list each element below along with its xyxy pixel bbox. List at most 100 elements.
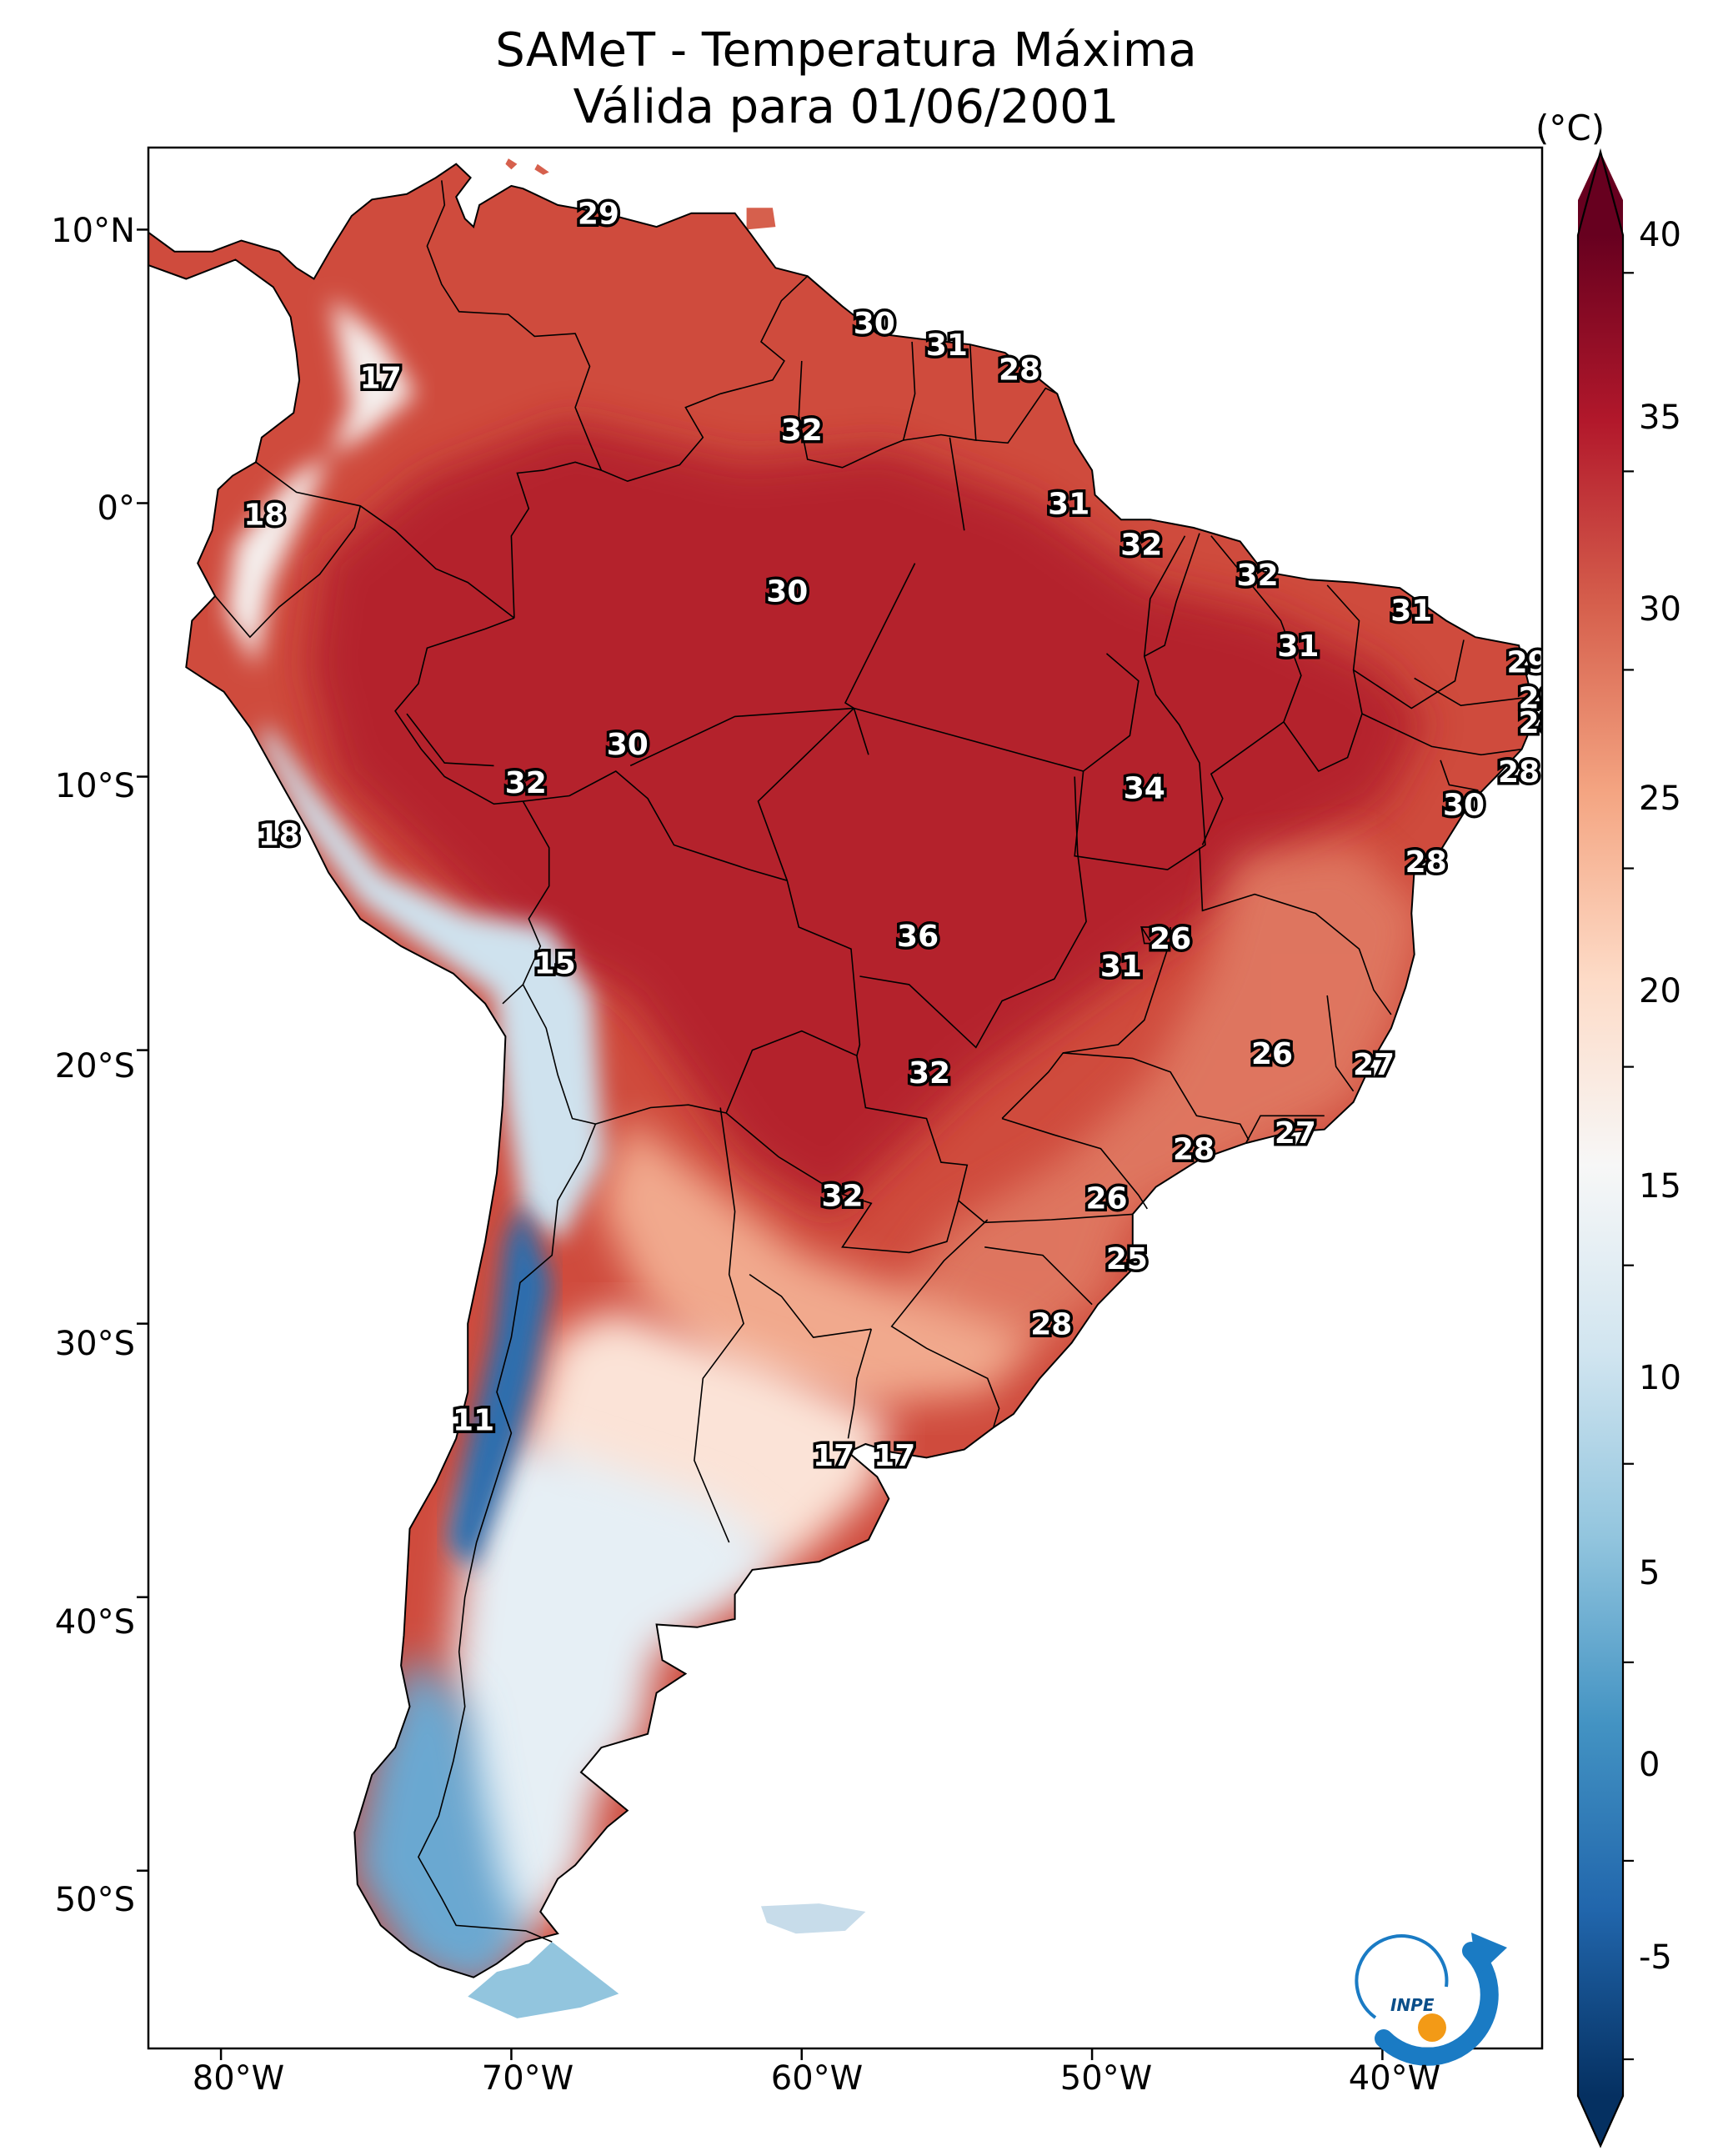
temperature-label: 27: [1275, 1116, 1316, 1151]
border-line: [1414, 677, 1528, 707]
border-line: [426, 180, 603, 471]
lat-label-10n: 10°N: [51, 212, 135, 250]
border-line: [1144, 533, 1200, 657]
border-line: [1199, 847, 1392, 1015]
border-line: [958, 1200, 1133, 1224]
colorbar: [1576, 148, 1634, 2148]
colorbar-tick-40: 40: [1639, 216, 1681, 254]
border-line: [725, 1112, 959, 1254]
temperature-label: 30: [607, 728, 649, 762]
temperature-label: 32: [1120, 529, 1162, 563]
border-line: [1140, 926, 1171, 945]
border-line: [859, 776, 1087, 1049]
border-line: [523, 770, 861, 1056]
lat-label-40s: 40°S: [54, 1603, 135, 1642]
border-line: [757, 707, 854, 881]
border-line: [417, 1123, 597, 1943]
andes-south-cool: [261, 721, 604, 1242]
temperature-label: 31: [1100, 950, 1142, 984]
colorbar-tick-20: 20: [1639, 972, 1681, 1010]
temperature-label: 28: [1173, 1133, 1215, 1167]
logo-text: INPE: [1390, 1995, 1435, 2015]
temperature-label: 31: [1390, 594, 1432, 628]
temperature-label: 31: [926, 328, 968, 363]
hot-zone: [308, 421, 1426, 1215]
lat-label-10s: 10°S: [54, 767, 135, 805]
border-line: [510, 461, 602, 619]
temperature-label: 26: [1150, 922, 1191, 956]
falkland-islands: [761, 1903, 866, 1934]
temperature-label: 11: [453, 1404, 494, 1438]
map-frame: [147, 146, 1544, 2050]
temperature-label: 30: [854, 307, 895, 341]
border-line: [949, 437, 965, 531]
temperature-label: 32: [505, 766, 547, 800]
temperature-label: 32: [909, 1056, 950, 1091]
lat-label-50s: 50°S: [54, 1881, 135, 1919]
temperature-label: 30: [766, 575, 808, 609]
temperature-label: 28: [999, 353, 1040, 388]
temperature-label: 32: [781, 414, 823, 448]
border-line: [406, 713, 494, 767]
lat-label-0: 0°: [97, 489, 135, 528]
colorbar-tick-minus5: -5: [1639, 1938, 1672, 1977]
map-subtitle: Válida para 01/06/2001: [573, 80, 1119, 134]
political-borders: [214, 180, 1528, 1943]
border-line: [975, 387, 1058, 444]
temperature-label: 17: [874, 1439, 915, 1473]
border-line: [856, 1055, 969, 1201]
border-line: [601, 275, 809, 483]
temperature-label: 28: [1405, 845, 1447, 880]
temperature-label: 26: [1085, 1182, 1127, 1216]
inpe-logo: INPE: [1355, 1933, 1507, 2066]
temperature-label: 29: [1507, 646, 1549, 680]
temperature-label: 31: [1277, 629, 1319, 664]
temperature-label: 31: [1048, 488, 1089, 522]
border-line: [749, 1273, 872, 1338]
border-line: [522, 984, 858, 1126]
colorbar-gradient: [1578, 235, 1623, 2096]
temperature-label: 32: [1237, 559, 1279, 593]
temperature-label: 15: [534, 947, 576, 981]
colorbar-tick-35: 35: [1639, 399, 1681, 437]
border-line: [847, 1328, 873, 1439]
temperature-label: 29: [1518, 681, 1560, 715]
temperature-label: 17: [360, 362, 402, 396]
southeast-warm-zone: [889, 845, 1426, 1365]
border-line: [1326, 995, 1355, 1092]
temperature-label: 34: [1124, 772, 1165, 806]
lon-label-60w: 60°W: [770, 2059, 864, 2098]
lon-label-50w: 50°W: [1059, 2059, 1153, 2098]
axis-tick-marks: [137, 228, 1384, 2060]
andes-north-cool: [227, 298, 416, 668]
colorbar-tick-30: 30: [1639, 590, 1681, 629]
lat-label-20s: 20°S: [54, 1047, 135, 1086]
colorbar-tick-10: 10: [1639, 1359, 1681, 1397]
border-line: [1245, 1115, 1325, 1144]
temperature-label: 27: [1353, 1048, 1395, 1082]
border-line: [629, 707, 1084, 772]
lon-label-80w: 80°W: [192, 2059, 285, 2098]
border-line: [984, 1246, 1093, 1306]
border-line: [1361, 713, 1522, 756]
border-line: [1001, 1052, 1250, 1141]
lon-label-70w: 70°W: [481, 2059, 574, 2098]
patagonia-zone: [438, 1432, 788, 1953]
temperature-label: 28: [1498, 755, 1540, 790]
lon-label-40w: 40°W: [1348, 2059, 1441, 2098]
orange-dot-icon: [1418, 2013, 1446, 2042]
lat-label-30s: 30°S: [54, 1325, 135, 1363]
south-warm-zone: [598, 1118, 1034, 1406]
border-line: [694, 1107, 744, 1543]
border-line: [1001, 1117, 1148, 1210]
temperature-label: 28: [1518, 706, 1560, 740]
andes-cold-core: [447, 1201, 553, 1570]
temperature-label: 36: [897, 920, 939, 954]
colorbar-extend-min: [1578, 2096, 1623, 2146]
temperature-label: 18: [258, 818, 300, 852]
temperature-label: 29: [578, 198, 619, 232]
coastline: [148, 163, 1535, 1978]
temperature-label: 18: [243, 499, 285, 533]
colorbar-unit: (°C): [1535, 108, 1605, 148]
